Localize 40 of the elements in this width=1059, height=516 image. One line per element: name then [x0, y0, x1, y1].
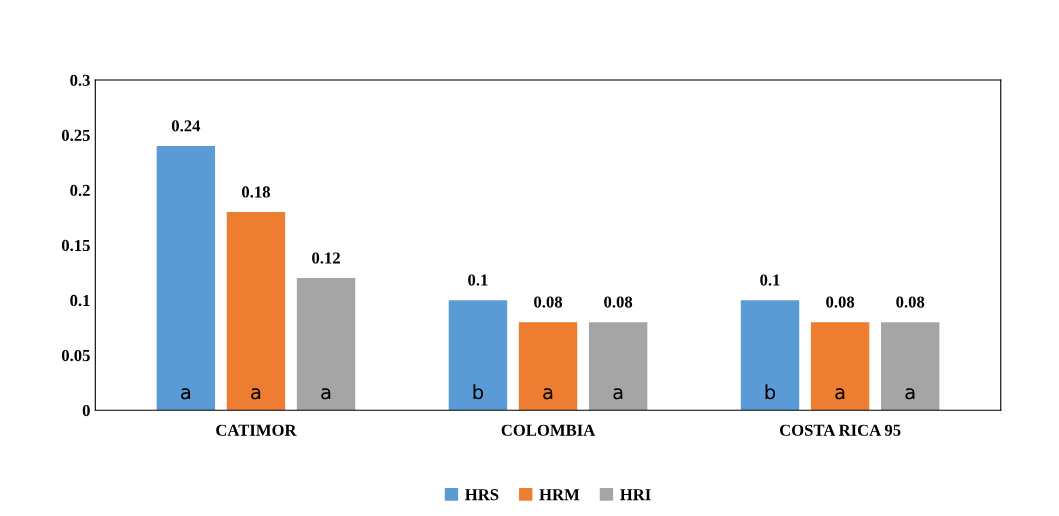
- annotation: a: [543, 388, 553, 400]
- bar: [226, 212, 286, 411]
- legend-label: HRI: [620, 489, 651, 501]
- y-tick-label: 0.05: [61, 349, 90, 362]
- legend-label: HRS: [465, 489, 499, 501]
- legend-label: HRM: [539, 489, 580, 501]
- y-tick-label: 0.25: [61, 129, 90, 142]
- y-tick-label: 0.3: [70, 74, 90, 86]
- bar: [448, 300, 508, 411]
- annotation: a: [905, 388, 915, 400]
- annotation: a: [321, 388, 331, 400]
- data-label: 0.12: [312, 252, 340, 264]
- data-label: 0.1: [760, 274, 780, 286]
- y-tick-label: 0.1: [70, 294, 90, 307]
- x-tick-label: COLOMBIA: [501, 424, 596, 436]
- bar: [156, 146, 216, 411]
- bar: [740, 300, 800, 411]
- x-tick-label: CATIMOR: [216, 424, 297, 436]
- bar: [518, 322, 578, 411]
- annotation: a: [181, 388, 191, 400]
- annotation: a: [251, 388, 261, 400]
- x-tick-label: COSTA RICA 95: [779, 424, 901, 436]
- bar: [296, 278, 356, 411]
- data-label: 0.18: [242, 186, 270, 198]
- bar: [588, 322, 648, 411]
- data-label: 0.08: [534, 296, 563, 308]
- bar: [810, 322, 870, 411]
- data-label: 0.08: [896, 296, 925, 308]
- annotation: a: [613, 388, 623, 400]
- data-label: 0.1: [468, 274, 488, 286]
- y-tick-label: 0: [82, 404, 90, 417]
- data-label: 0.08: [826, 296, 855, 308]
- bar: [881, 322, 940, 411]
- annotation: b: [765, 384, 776, 400]
- annotation: a: [835, 388, 845, 400]
- y-tick-label: 0.15: [61, 239, 90, 252]
- data-label: 0.24: [171, 120, 201, 132]
- y-tick-label: 0.2: [70, 184, 90, 197]
- data-label: 0.08: [604, 296, 633, 308]
- annotation: b: [473, 384, 484, 400]
